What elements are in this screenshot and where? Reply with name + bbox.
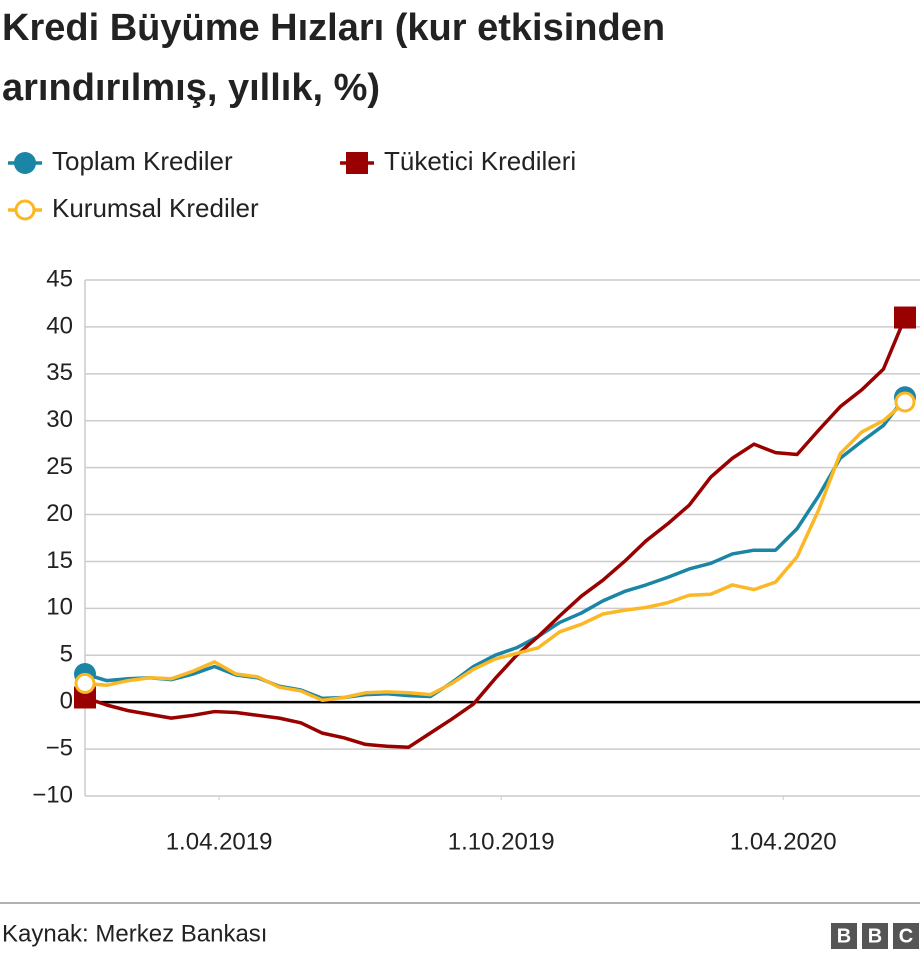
y-tick-label: −10 bbox=[32, 781, 73, 808]
legend-label: Kurumsal Krediler bbox=[52, 193, 259, 223]
logo-letter: B bbox=[837, 925, 851, 947]
logo-box bbox=[831, 923, 857, 949]
y-tick-label: 10 bbox=[46, 594, 73, 621]
legend-marker bbox=[346, 152, 368, 174]
end-marker bbox=[894, 306, 916, 329]
x-tick-label: 1.04.2020 bbox=[730, 828, 837, 855]
logo-box bbox=[893, 923, 919, 949]
y-tick-label: 20 bbox=[46, 500, 73, 527]
x-tick-label: 1.10.2019 bbox=[448, 828, 555, 855]
legend-label: Toplam Krediler bbox=[52, 146, 233, 176]
series-line bbox=[84, 396, 907, 701]
source: Kaynak: Merkez Bankası bbox=[2, 920, 267, 947]
logo-box bbox=[862, 923, 888, 949]
logo-letter: C bbox=[899, 925, 913, 947]
x-tick-label: 1.04.2019 bbox=[166, 828, 273, 855]
end-marker bbox=[894, 391, 916, 413]
y-tick-label: 40 bbox=[46, 312, 73, 339]
series-line bbox=[84, 316, 907, 749]
series-line bbox=[84, 400, 907, 703]
y-tick-label: 25 bbox=[46, 453, 73, 480]
legend-marker bbox=[14, 152, 36, 174]
chart-title: arındırılmış, yıllık, %) bbox=[2, 67, 380, 109]
legend-label: Tüketici Kredileri bbox=[384, 146, 576, 176]
end-marker bbox=[74, 672, 96, 694]
chart-title: Kredi Büyüme Hızları (kur etkisinden bbox=[2, 7, 665, 49]
y-tick-label: 30 bbox=[46, 406, 73, 433]
y-tick-label: −5 bbox=[46, 734, 73, 761]
y-tick-label: 0 bbox=[60, 688, 73, 715]
legend-marker bbox=[14, 199, 36, 221]
logo-letter: B bbox=[868, 925, 882, 947]
y-tick-label: 45 bbox=[46, 265, 73, 292]
y-tick-label: 5 bbox=[60, 641, 73, 668]
y-tick-label: 35 bbox=[46, 359, 73, 386]
logo: B B C bbox=[831, 923, 919, 949]
y-tick-label: 15 bbox=[46, 547, 73, 574]
